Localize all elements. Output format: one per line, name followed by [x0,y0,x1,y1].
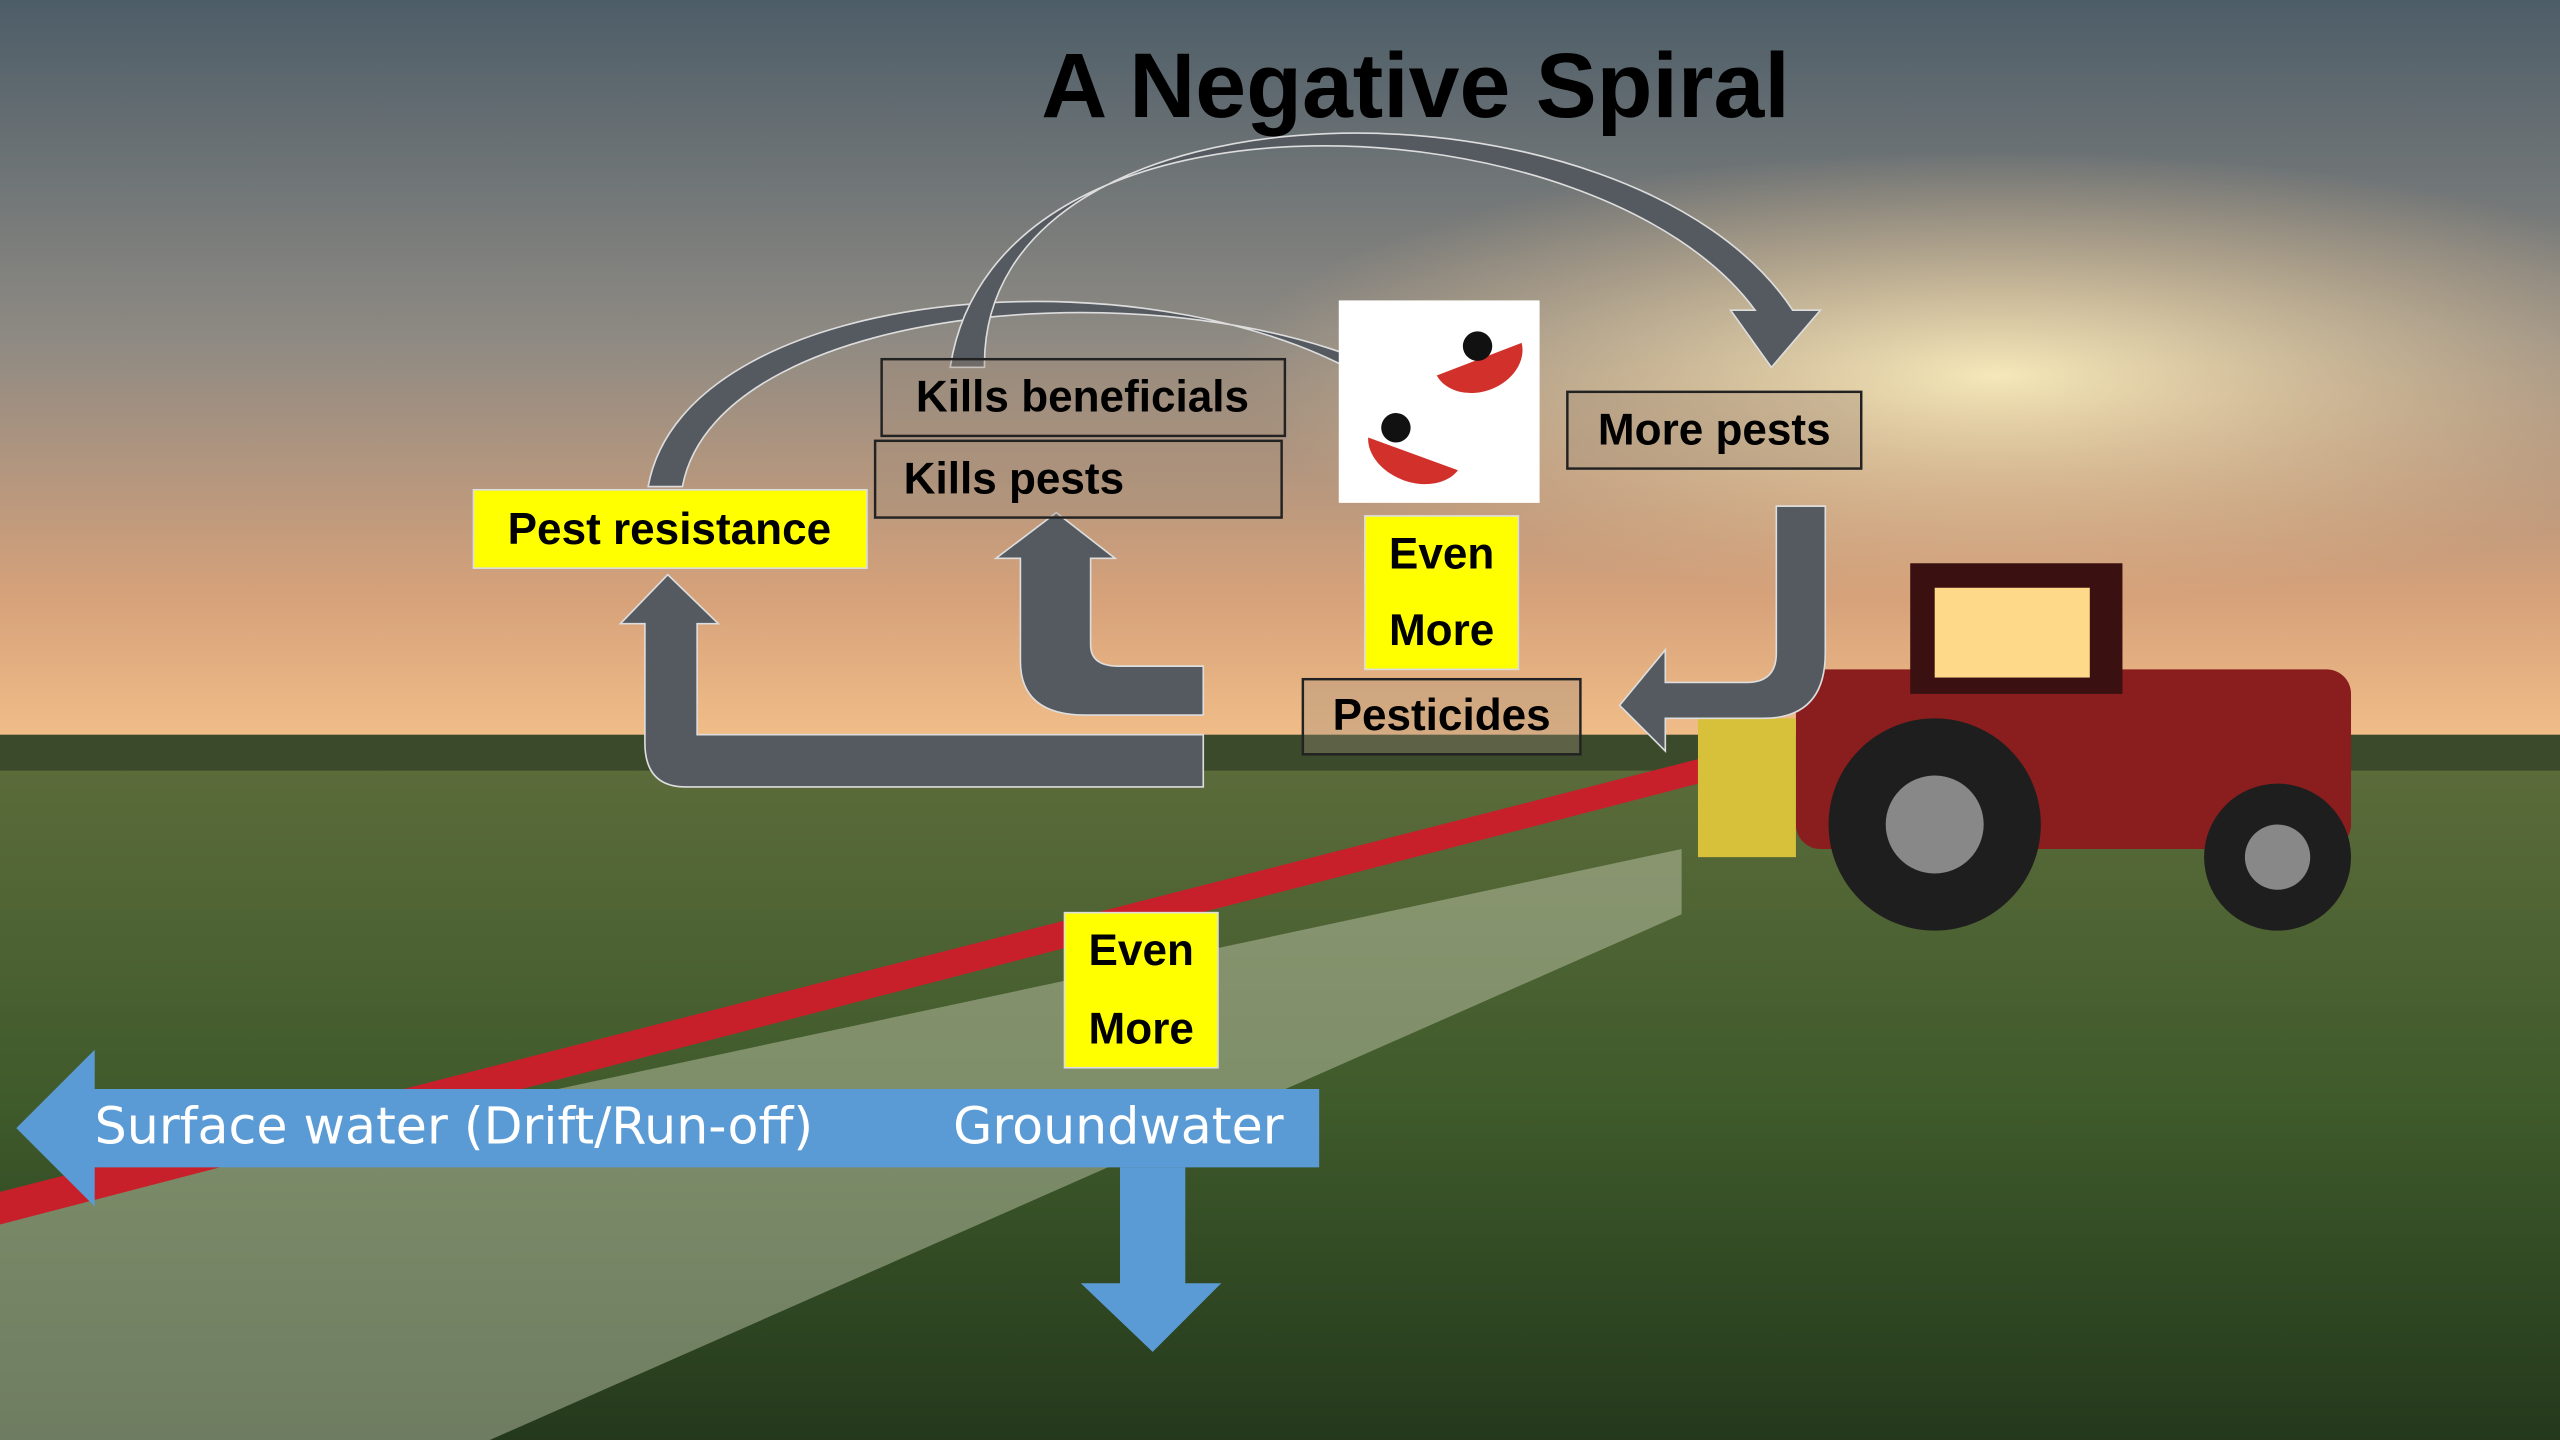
label-box [1301,677,1582,756]
label: Kills pests [904,454,1124,503]
label: Even [1089,926,1194,975]
ladybug-image [1338,300,1540,503]
label-box [1566,390,1863,470]
down-arrow [1080,1167,1222,1352]
title: A Negative Spiral [1041,35,1789,137]
label: Pest resistance [508,505,831,554]
label-box [1063,911,1219,1069]
label-box [880,357,1287,438]
water-arrows [16,1049,1320,1352]
label: Groundwater [953,1096,1284,1155]
bent-arrow [618,573,1205,788]
label-box [873,439,1283,519]
label: Surface water (Drift/Run-off) [95,1096,813,1155]
bent-arrow [993,511,1205,716]
label-box [1364,515,1520,671]
label: Pesticides [1333,691,1551,740]
cycle-arrows [618,132,1827,788]
label: More [1389,606,1494,655]
label-box [472,488,868,569]
tractor [1697,563,2352,931]
label: Kills beneficials [916,373,1249,422]
arc-arrow [949,132,1823,369]
bent-arrow [1618,505,1827,753]
label: More pests [1598,405,1831,454]
label: More [1089,1004,1194,1053]
label: Even [1389,529,1494,578]
left-arrow [16,1049,1320,1207]
